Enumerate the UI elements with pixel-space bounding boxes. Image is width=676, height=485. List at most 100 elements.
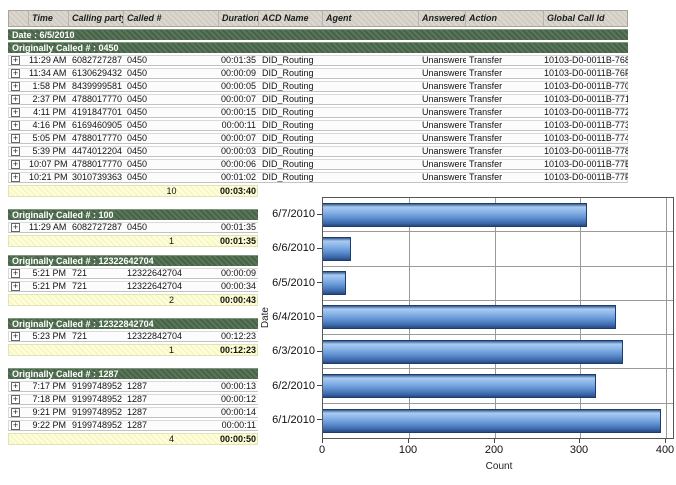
y-axis-label: 6/1/2010 <box>272 403 322 437</box>
cell-duration: 00:00:05 <box>220 82 256 91</box>
cell-duration: 00:01:35 <box>220 223 256 232</box>
expand-icon[interactable]: + <box>11 108 20 117</box>
summary-spacer <box>9 295 29 305</box>
summary-spacer <box>9 345 29 355</box>
cell-calling-party: 3010739363 <box>72 173 123 182</box>
cell-action: Transfer <box>469 108 503 117</box>
cell-time: 4:16 PM <box>32 121 66 130</box>
cell-called: 1287 <box>127 395 148 404</box>
header-cell-calling-party[interactable]: Calling party # <box>69 11 124 26</box>
calls-by-date-bar-chart: Date 6/7/2010 6/6/2010 6/5/2010 6/4/2010 6/3… <box>258 197 676 485</box>
cell-calling-party: 9199748952 <box>72 408 123 417</box>
cell-duration: 00:00:15 <box>220 108 256 117</box>
chart-bar <box>323 339 623 364</box>
y-tick-mark <box>317 247 322 249</box>
summary-row: 2 00:00:43 <box>8 294 258 306</box>
expand-icon[interactable]: + <box>11 173 20 182</box>
x-tick-mark <box>408 439 409 443</box>
table-row[interactable]: +1:58 PM 8439999581 0450 00:00:05 DID_Routin… <box>8 81 628 92</box>
table-row[interactable]: +5:39 PM 4474012204 0450 00:00:03 DID_Routin… <box>8 146 628 157</box>
cell-acd-name: DID_Routing <box>262 160 314 169</box>
cell-global-call-id: 10103-D0-0011B-77F <box>544 173 628 182</box>
cell-global-call-id: 10103-D0-0011B-773 <box>544 121 628 130</box>
table-row[interactable]: +4:11 PM 4191847701 0450 00:00:15 DID_Routin… <box>8 107 628 118</box>
expand-icon[interactable]: + <box>11 408 20 417</box>
cell-agent <box>323 95 419 104</box>
chart-bar <box>323 305 616 330</box>
cell-duration: 00:00:11 <box>221 121 256 130</box>
cell-duration: 00:00:12 <box>220 395 256 404</box>
cell-global-call-id: 10103-D0-0011B-772 <box>544 108 628 117</box>
expand-icon[interactable]: + <box>11 332 20 341</box>
expand-icon[interactable]: + <box>11 421 20 430</box>
cell-answered: Unanswered <box>422 121 466 130</box>
expand-icon[interactable]: + <box>11 223 20 232</box>
expand-cell: + <box>9 408 29 417</box>
cell-action: Transfer <box>469 82 503 91</box>
table-row[interactable]: +2:37 PM 4788017770 0450 00:00:07 DID_Routin… <box>8 94 628 105</box>
header-cell-agent[interactable]: Agent <box>323 11 419 26</box>
chart-band <box>323 301 673 336</box>
expand-cell: + <box>9 332 29 341</box>
cell-acd-name: DID_Routing <box>262 121 314 130</box>
cell-time: 11:34 AM <box>29 69 67 78</box>
header-cell-answered[interactable]: Answered <box>419 11 466 26</box>
cell-acd-name: DID_Routing <box>262 56 314 65</box>
summary-count: 4 <box>168 434 174 444</box>
header-cell-duration[interactable]: Duration <box>219 11 259 26</box>
cell-called: 0450 <box>127 69 148 78</box>
summary-spacer <box>69 236 124 246</box>
expand-icon[interactable]: + <box>11 382 20 391</box>
cell-called: 0450 <box>127 147 148 156</box>
table-row[interactable]: +5:05 PM 4788017770 0450 00:00:07 DID_Routin… <box>8 133 628 144</box>
expand-cell: + <box>9 134 29 143</box>
cell-duration: 00:00:07 <box>220 134 256 143</box>
table-row[interactable]: +10:21 PM 3010739363 0450 00:01:02 DID_Routi… <box>8 172 628 183</box>
expand-icon[interactable]: + <box>11 395 20 404</box>
cell-time: 1:58 PM <box>32 82 66 91</box>
expand-icon[interactable]: + <box>11 69 20 78</box>
expand-icon[interactable]: + <box>11 147 20 156</box>
cell-duration: 00:00:09 <box>220 69 256 78</box>
cell-calling-party: 9199748952 <box>72 421 123 430</box>
table-row[interactable]: +4:16 PM 6169460905 0450 00:00:11 DID_Routin… <box>8 120 628 131</box>
expand-icon[interactable]: + <box>11 82 20 91</box>
y-axis-labels: 6/7/2010 6/6/2010 6/5/2010 6/4/2010 6/3/2010… <box>272 197 322 439</box>
cell-agent <box>323 134 419 143</box>
cell-global-call-id: 10103-D0-0011B-771 <box>544 95 628 104</box>
cell-called: 0450 <box>127 160 148 169</box>
header-cell-global-call-id[interactable]: Global Call Id <box>547 13 605 23</box>
expand-icon[interactable]: + <box>11 269 20 278</box>
expand-icon[interactable]: + <box>11 134 20 143</box>
summary-spacer <box>69 345 124 355</box>
cell-acd-name: DID_Routing <box>262 69 314 78</box>
expand-cell: + <box>9 121 29 130</box>
header-cell-action[interactable]: Action <box>466 11 544 26</box>
cell-calling-party: 721 <box>72 332 88 341</box>
summary-spacer <box>9 236 29 246</box>
x-tick-mark <box>665 439 666 443</box>
table-row[interactable]: +11:29 AM 6082727287 0450 00:01:35 DID_Routi… <box>8 55 628 66</box>
header-cell-time[interactable]: Time <box>29 11 69 26</box>
expand-icon[interactable]: + <box>11 56 20 65</box>
cell-calling-party: 4788017770 <box>72 160 123 169</box>
expand-icon[interactable]: + <box>11 95 20 104</box>
table-row[interactable]: +11:34 AM 6130629432 0450 00:00:09 DID_Routi… <box>8 68 628 79</box>
x-axis-label: 300 <box>569 444 589 456</box>
y-axis-title: Date <box>259 307 271 329</box>
expand-icon[interactable]: + <box>11 160 20 169</box>
cell-time: 9:22 PM <box>32 421 66 430</box>
y-tick-mark <box>317 385 322 387</box>
header-cell-acd-name[interactable]: ACD Name <box>259 11 323 26</box>
expand-icon[interactable]: + <box>11 121 20 130</box>
header-cell-called[interactable]: Called # <box>124 11 219 26</box>
summary-spacer <box>29 434 69 444</box>
cell-called: 0450 <box>127 82 148 91</box>
header-cell-expand[interactable] <box>9 11 29 26</box>
table-row[interactable]: +10:07 PM 4788017770 0450 00:00:06 DID_Routi… <box>8 159 628 170</box>
expand-icon[interactable]: + <box>11 282 20 291</box>
y-axis-label: 6/5/2010 <box>272 266 322 300</box>
cell-time: 11:29 AM <box>29 56 67 65</box>
cell-agent <box>323 69 419 78</box>
cell-acd-name: DID_Routing <box>262 82 314 91</box>
